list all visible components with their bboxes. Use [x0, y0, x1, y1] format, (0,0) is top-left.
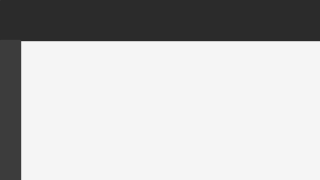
Text: CH$_3$CH$_2$–C$\equiv$C–H: CH$_3$CH$_2$–C$\equiv$C–H	[103, 58, 184, 72]
Text: organic: organic	[84, 17, 126, 27]
Text: 25: 25	[26, 147, 37, 156]
Text: NaOH / H$_2$O: NaOH / H$_2$O	[186, 42, 241, 55]
Text: p$K_a$ = 25: p$K_a$ = 25	[114, 84, 153, 96]
Text: NR: NR	[148, 125, 166, 138]
Text: H: H	[20, 127, 25, 136]
Text: NaNH$_2$: NaNH$_2$	[100, 112, 126, 125]
Text: Draw the: Draw the	[28, 17, 76, 27]
Text: p$K_a$ = 16: p$K_a$ = 16	[196, 84, 231, 96]
Text: product(s) of the following reaction.: product(s) of the following reaction.	[126, 17, 304, 27]
Text: $\ell$= C – H: $\ell$= C – H	[21, 110, 57, 121]
Text: p$K_a$ = 40: p$K_a$ = 40	[101, 134, 137, 147]
